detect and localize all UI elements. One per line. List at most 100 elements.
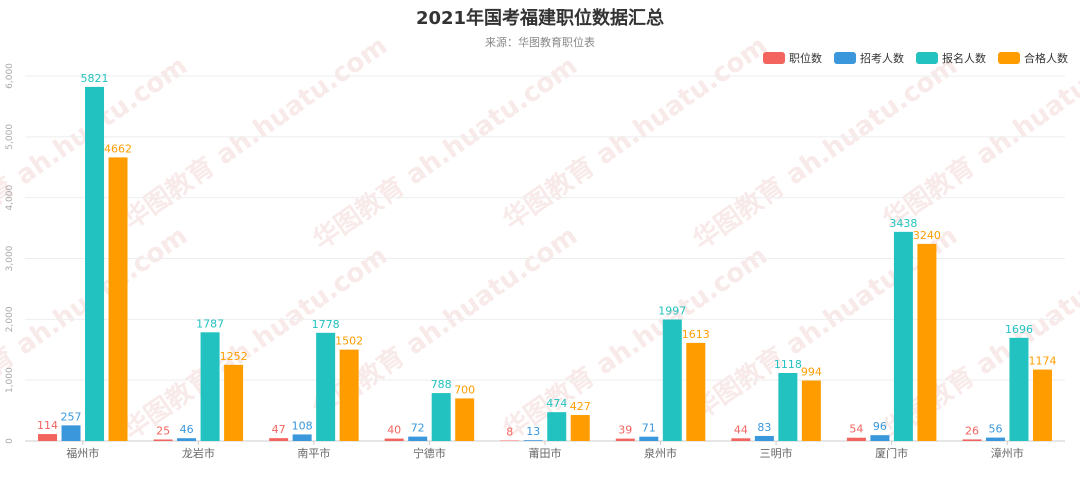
data-label: 994 xyxy=(801,366,822,379)
bar[interactable] xyxy=(962,439,982,441)
x-tick-label: 南平市 xyxy=(297,446,330,460)
bar[interactable] xyxy=(523,440,543,441)
data-label: 4662 xyxy=(104,142,132,155)
bar[interactable] xyxy=(639,436,659,441)
data-label: 83 xyxy=(757,421,771,434)
bar[interactable] xyxy=(316,332,336,441)
bar[interactable] xyxy=(615,438,635,441)
data-label: 3438 xyxy=(889,217,917,230)
legend-item-recruits[interactable]: 招考人数 xyxy=(834,50,904,66)
bar[interactable] xyxy=(85,86,105,442)
data-label: 257 xyxy=(61,410,82,423)
x-tick-label: 龙岩市 xyxy=(182,446,215,460)
y-tick-label: 3,000 xyxy=(5,245,15,271)
data-label: 427 xyxy=(570,400,591,413)
bar[interactable] xyxy=(500,440,520,442)
bar[interactable] xyxy=(801,380,821,441)
legend: 职位数 招考人数 报名人数 合格人数 xyxy=(763,50,1068,66)
data-label: 1778 xyxy=(312,318,340,331)
bar[interactable] xyxy=(153,439,173,441)
legend-label-recruits: 招考人数 xyxy=(860,52,904,65)
legend-item-positions[interactable]: 职位数 xyxy=(763,50,822,66)
data-label: 108 xyxy=(292,419,313,432)
bar[interactable] xyxy=(61,425,81,441)
bar[interactable] xyxy=(1009,337,1029,441)
legend-swatch-applicants xyxy=(916,52,938,64)
bar[interactable] xyxy=(108,157,128,441)
data-label: 46 xyxy=(180,423,194,436)
data-label: 40 xyxy=(387,424,401,437)
bar[interactable] xyxy=(893,231,913,441)
data-label: 8 xyxy=(506,426,513,439)
data-label: 1174 xyxy=(1028,355,1056,368)
data-label: 3240 xyxy=(913,229,941,242)
bar[interactable] xyxy=(384,438,404,441)
data-label: 25 xyxy=(156,424,170,437)
data-label: 26 xyxy=(965,424,979,437)
data-label: 1502 xyxy=(335,335,363,348)
x-tick-label: 三明市 xyxy=(760,446,793,460)
data-label: 700 xyxy=(454,383,475,396)
bar[interactable] xyxy=(431,393,451,441)
data-label: 72 xyxy=(411,422,425,435)
bar[interactable] xyxy=(339,349,359,441)
legend-item-applicants[interactable]: 报名人数 xyxy=(916,50,986,66)
y-tick-label: 1,000 xyxy=(5,367,15,393)
data-label: 1252 xyxy=(220,350,248,363)
bar[interactable] xyxy=(177,438,197,441)
data-label: 96 xyxy=(873,420,887,433)
bar[interactable] xyxy=(224,364,244,441)
y-tick-label: 5,000 xyxy=(5,124,15,150)
bar[interactable] xyxy=(269,438,289,441)
bar[interactable] xyxy=(570,415,590,441)
bar[interactable] xyxy=(1032,369,1052,441)
bar[interactable] xyxy=(686,342,706,441)
bar[interactable] xyxy=(292,434,312,441)
legend-label-applicants: 报名人数 xyxy=(942,52,986,65)
chart-subtitle: 来源：华图教育职位表 xyxy=(485,36,595,49)
bar[interactable] xyxy=(917,243,937,441)
y-tick-label: 6,000 xyxy=(5,63,15,89)
legend-swatch-recruits xyxy=(834,52,856,64)
data-label: 114 xyxy=(37,419,58,432)
bar[interactable] xyxy=(985,437,1005,441)
data-label: 47 xyxy=(272,423,286,436)
bar[interactable] xyxy=(662,319,682,441)
y-tick-label: 2,000 xyxy=(5,306,15,332)
data-label: 13 xyxy=(526,425,540,438)
legend-label-positions: 职位数 xyxy=(789,52,822,65)
bar[interactable] xyxy=(870,435,890,441)
x-tick-label: 莆田市 xyxy=(529,446,562,460)
data-label: 5821 xyxy=(81,72,109,85)
x-tick-label: 泉州市 xyxy=(644,446,677,460)
bar[interactable] xyxy=(200,332,220,441)
bar[interactable] xyxy=(455,398,475,441)
data-label: 788 xyxy=(431,378,452,391)
x-tick-label: 福州市 xyxy=(66,446,99,460)
bar[interactable] xyxy=(778,372,798,441)
legend-swatch-positions xyxy=(763,52,785,64)
bar[interactable] xyxy=(408,436,428,441)
bar[interactable] xyxy=(38,434,58,441)
data-label: 1118 xyxy=(774,358,802,371)
data-label: 1696 xyxy=(1005,323,1033,336)
chart-title: 2021年国考福建职位数据汇总 xyxy=(415,8,665,29)
bar[interactable] xyxy=(754,435,774,441)
x-tick-label: 宁德市 xyxy=(413,446,446,460)
x-tick-label: 漳州市 xyxy=(991,446,1024,460)
data-label: 1997 xyxy=(658,305,686,318)
bar[interactable] xyxy=(846,437,866,441)
data-label: 1787 xyxy=(196,317,224,330)
data-label: 56 xyxy=(988,423,1002,436)
x-tick-label: 厦门市 xyxy=(875,446,908,460)
legend-swatch-qualified xyxy=(998,52,1020,64)
data-label: 1613 xyxy=(682,328,710,341)
bar[interactable] xyxy=(547,412,567,441)
data-label: 44 xyxy=(734,423,748,436)
y-tick-label: 4,000 xyxy=(5,185,15,211)
legend-item-qualified[interactable]: 合格人数 xyxy=(998,50,1068,66)
y-tick-label: 0 xyxy=(5,438,15,444)
data-label: 474 xyxy=(546,397,567,410)
bar[interactable] xyxy=(731,438,751,441)
